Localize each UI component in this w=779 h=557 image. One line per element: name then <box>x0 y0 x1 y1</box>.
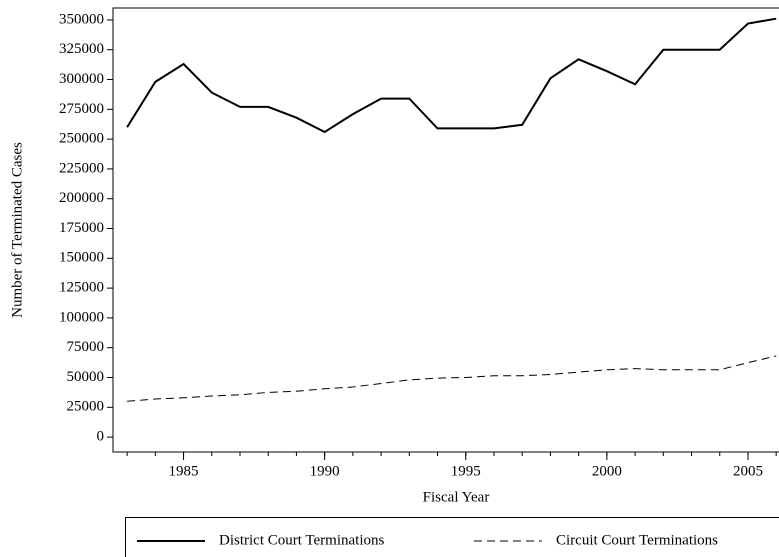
legend-box <box>125 517 779 557</box>
legend-label: District Court Terminations <box>219 532 384 548</box>
x-tick-label: 1990 <box>310 463 340 479</box>
y-tick-label: 125000 <box>59 280 104 296</box>
series-line <box>127 355 777 402</box>
y-tick-label: 350000 <box>59 11 104 27</box>
y-tick-label: 100000 <box>59 309 104 325</box>
x-tick-label: 2005 <box>733 463 763 479</box>
y-tick-label: 325000 <box>59 41 104 57</box>
y-tick-label: 0 <box>97 429 105 445</box>
series-line <box>126 17 777 134</box>
y-tick-label: 75000 <box>67 339 105 355</box>
x-tick-label: 1985 <box>169 463 199 479</box>
y-axis-title: Number of Terminated Cases <box>9 142 25 318</box>
y-tick-label: 300000 <box>59 71 104 87</box>
y-tick-label: 200000 <box>59 190 104 206</box>
x-tick-label: 1995 <box>451 463 481 479</box>
y-tick-label: 250000 <box>59 131 104 147</box>
x-axis-title: Fiscal Year <box>423 489 490 505</box>
plot-frame <box>112 7 779 453</box>
y-tick-label: 175000 <box>59 220 104 236</box>
y-tick-label: 25000 <box>67 399 105 415</box>
legend-label: Circuit Court Terminations <box>556 532 718 548</box>
y-tick-label: 275000 <box>59 101 104 117</box>
x-tick-label: 2000 <box>592 463 622 479</box>
y-tick-label: 225000 <box>59 160 104 176</box>
y-tick-label: 150000 <box>59 250 104 266</box>
y-tick-label: 50000 <box>67 369 105 385</box>
